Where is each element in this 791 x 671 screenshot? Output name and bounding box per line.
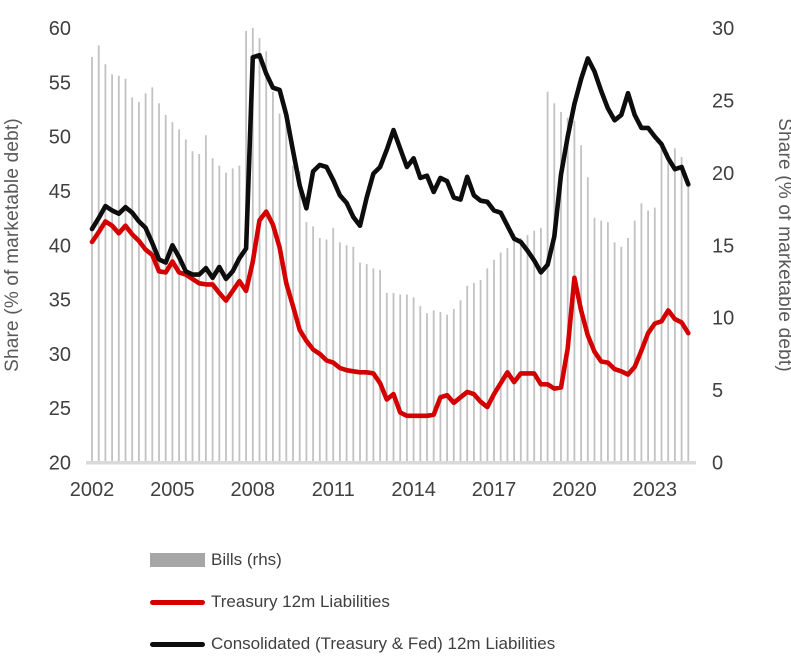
treasury-line-swatch-icon [150, 599, 205, 605]
treasury-line [89, 209, 691, 419]
left-axis-tick-label: 40 [49, 235, 71, 257]
legend-label-bills: Bills (rhs) [211, 550, 282, 569]
x-axis-tick-label: 2005 [150, 479, 195, 501]
left-axis-tick-label: 30 [49, 344, 71, 366]
right-axis-tick-label: 10 [712, 308, 734, 330]
right-axis-title: Share (% of marketable debt) [774, 118, 791, 372]
x-axis-tick-label: 2017 [472, 479, 517, 501]
left-axis-tick-label: 25 [49, 398, 71, 420]
left-axis-tick-label: 35 [49, 290, 71, 312]
right-axis-tick-label: 20 [712, 163, 734, 185]
legend-label-consolidated: Consolidated (Treasury & Fed) 12m Liabil… [211, 634, 556, 653]
left-axis-tick-label: 55 [49, 72, 71, 94]
x-axis-tick-label: 2014 [391, 479, 436, 501]
consolidated-line [89, 52, 691, 282]
consolidated-line-swatch-icon [150, 641, 205, 647]
chart-area: Share (% of marketable debt) Share (% of… [2, 18, 791, 501]
legend: Bills (rhs) Treasury 12m Liabilities Con… [150, 550, 791, 653]
right-axis-tick-label: 30 [712, 18, 734, 40]
left-axis-tick-label: 20 [49, 453, 71, 475]
x-axis-tick-label: 2008 [231, 479, 276, 501]
series-lines [89, 52, 691, 419]
legend-item-bills: Bills (rhs) [150, 550, 791, 569]
legend-item-treasury: Treasury 12m Liabilities [150, 592, 791, 611]
x-axis-baseline [86, 461, 696, 465]
right-axis-tick-label: 25 [712, 90, 734, 112]
left-axis-tick-label: 45 [49, 181, 71, 203]
left-axis-tick-labels: 60 55 50 45 40 35 30 25 20 [49, 18, 71, 475]
legend-item-consolidated: Consolidated (Treasury & Fed) 12m Liabil… [150, 634, 791, 653]
x-axis-tick-label: 2020 [552, 479, 597, 501]
bills-liabilities-chart: Share (% of marketable debt) Share (% of… [2, 18, 791, 501]
left-axis-tick-label: 50 [49, 127, 71, 149]
legend-label-treasury: Treasury 12m Liabilities [211, 592, 390, 611]
left-axis-title: Share (% of marketable debt) [2, 118, 23, 372]
x-axis-tick-label: 2023 [633, 479, 678, 501]
right-axis-tick-label: 0 [712, 453, 723, 475]
x-axis-tick-label: 2002 [70, 479, 115, 501]
right-axis-tick-labels: 30 25 20 15 10 5 0 [712, 18, 734, 475]
left-axis-tick-label: 60 [49, 18, 71, 40]
x-axis-tick-label: 2011 [312, 479, 355, 501]
x-axis-tick-labels: 2002 2005 2008 2011 2014 2017 2020 2023 [70, 479, 677, 501]
right-axis-tick-label: 15 [712, 235, 734, 257]
bills-swatch-icon [150, 553, 205, 567]
right-axis-tick-label: 5 [712, 380, 723, 402]
